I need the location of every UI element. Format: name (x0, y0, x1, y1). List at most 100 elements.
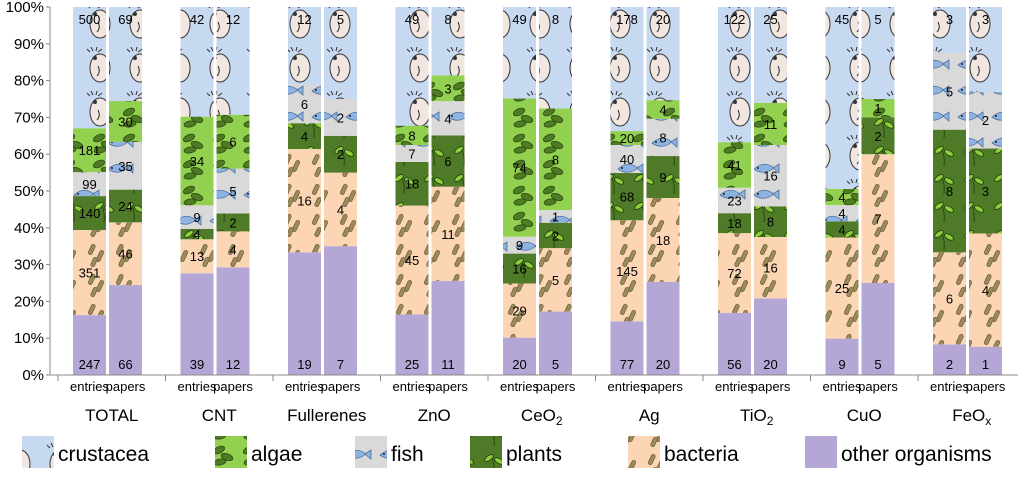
data-label: 4 (982, 283, 989, 298)
legend-swatch (805, 436, 837, 468)
legend-item-algae: algae (215, 436, 302, 468)
data-label: 42 (190, 12, 204, 27)
data-label: 6 (301, 97, 308, 112)
data-label: 40 (620, 152, 634, 167)
bar-cnt-papers (216, 7, 250, 375)
segment-algae (646, 100, 680, 119)
y-tick-label: 0% (22, 367, 44, 384)
segment-fish (503, 236, 536, 254)
data-label: 5 (552, 273, 559, 288)
segment-plants (610, 172, 644, 221)
group-ceo2 (503, 7, 572, 375)
data-label: 5 (874, 357, 881, 372)
segment-algae (539, 108, 572, 211)
data-label: 4 (838, 206, 845, 221)
data-label: 4 (193, 227, 200, 242)
data-label: 8 (659, 130, 666, 145)
group-label: Ag (639, 406, 660, 425)
group-ag (610, 7, 680, 375)
segment-fish (646, 118, 680, 157)
segment-crustacea (395, 7, 429, 126)
data-label: 140 (79, 206, 101, 221)
data-label: 25 (763, 12, 777, 27)
data-label: 12 (226, 12, 240, 27)
segment-algae (754, 102, 787, 145)
data-label: 20 (512, 357, 526, 372)
segment-plants (825, 221, 859, 238)
group-label: CeO2 (521, 406, 563, 428)
segment-fish (718, 187, 751, 214)
bar-ceo2-entries (503, 7, 536, 375)
data-label: 9 (516, 238, 523, 253)
group-label-base: CeO (521, 406, 556, 425)
segment-plants (969, 148, 1002, 234)
segment-other (539, 311, 572, 375)
segment-algae (180, 116, 214, 206)
segment-bacteria (288, 149, 321, 253)
segment-fish (73, 172, 106, 197)
data-label: 18 (656, 233, 670, 248)
segment-bacteria (646, 197, 680, 282)
segment-other (395, 314, 429, 375)
segment-crustacea (73, 7, 106, 129)
y-tick-label: 30% (14, 257, 44, 274)
group-label-subscript: x (985, 414, 991, 428)
segment-algae (109, 101, 142, 142)
data-label: 4 (659, 102, 666, 117)
data-label: 74 (512, 161, 526, 176)
segment-bacteria (109, 222, 142, 286)
data-label: 6 (946, 291, 953, 306)
data-label: 3 (444, 81, 451, 96)
data-label: 16 (512, 262, 526, 277)
bar-fullerenes-entries (288, 7, 321, 375)
data-label: 4 (229, 242, 236, 257)
segment-algae (718, 142, 751, 188)
data-label: 49 (405, 12, 419, 27)
group-label-base: TiO (740, 406, 767, 425)
data-label: 20 (656, 12, 670, 27)
data-label: 5 (552, 357, 559, 372)
segment-fish (539, 210, 572, 223)
sub-category-label: entries (500, 379, 540, 394)
legend-label: crustacea (58, 443, 149, 466)
segment-bacteria (324, 172, 357, 247)
data-label: 11 (441, 227, 455, 242)
data-label: 25 (835, 281, 849, 296)
data-label: 178 (616, 12, 638, 27)
segment-fish (180, 205, 214, 229)
legend-swatch (22, 436, 54, 468)
bar-total-entries (73, 7, 106, 375)
data-label: 145 (616, 264, 638, 279)
sub-category-label: entries (715, 379, 755, 394)
bars (73, 7, 1002, 375)
group-label: ZnO (418, 406, 451, 425)
bar-tio2-papers (754, 7, 787, 375)
segment-plants (539, 222, 572, 249)
segment-crustacea (431, 7, 465, 76)
data-label: 4 (838, 190, 845, 205)
bar-fullerenes-papers (324, 7, 357, 375)
legend-label: fish (391, 443, 424, 466)
data-label: 7 (408, 146, 415, 161)
data-label: 35 (118, 159, 132, 174)
data-label: 7 (874, 212, 881, 227)
data-label: 18 (405, 177, 419, 192)
data-label: 16 (763, 261, 777, 276)
data-label: 41 (727, 158, 741, 173)
segment-crustacea (180, 7, 214, 117)
segment-crustacea (933, 7, 966, 53)
bar-ceo2-papers (539, 7, 572, 375)
segment-bacteria (718, 233, 751, 313)
data-label: 39 (190, 357, 204, 372)
segment-fish (288, 84, 321, 124)
data-label: 9 (193, 210, 200, 225)
segment-bacteria (969, 233, 1002, 347)
bar-cuo-entries (825, 7, 859, 375)
segment-other (825, 338, 859, 375)
segment-crustacea (646, 7, 680, 101)
data-label: 72 (727, 266, 741, 281)
sub-category-label: papers (213, 379, 253, 394)
segment-other (324, 246, 357, 375)
data-label: 122 (724, 12, 746, 27)
segment-plants (718, 213, 751, 234)
